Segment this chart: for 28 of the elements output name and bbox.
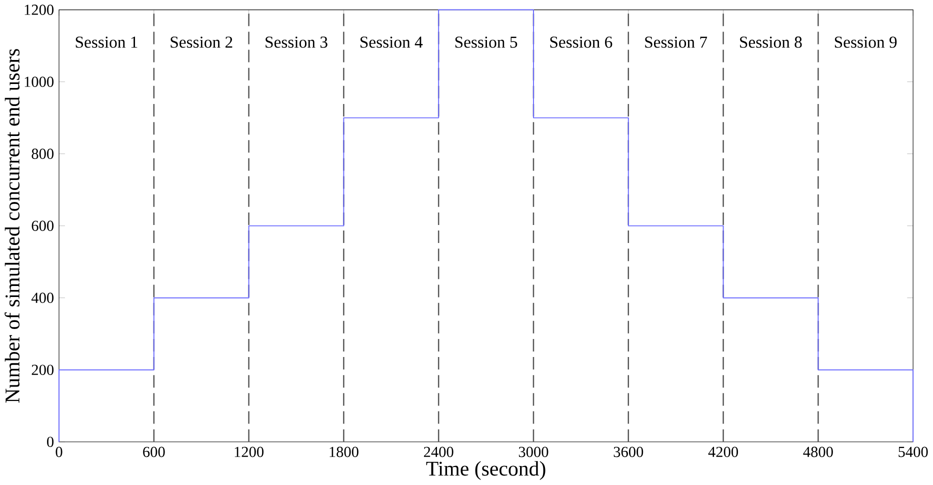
annotation: Session 6 <box>550 36 612 48</box>
annotation: Session 3 <box>266 36 328 48</box>
y-axis-title: Number of simulated concurrent end users <box>4 49 20 403</box>
x-tick-label: 2400 <box>424 446 454 458</box>
x-tick-label: 4200 <box>708 446 738 458</box>
y-tick-label: 0 <box>47 436 54 448</box>
annotation: Session 9 <box>834 36 897 48</box>
y-tick-label: 1000 <box>24 76 54 88</box>
y-tick-label: 800 <box>32 148 54 160</box>
y-tick-label: 1200 <box>24 4 54 16</box>
x-tick-label: 0 <box>56 446 62 458</box>
x-tick-label: 1800 <box>330 446 358 458</box>
x-tick-label: 4800 <box>803 446 833 458</box>
x-tick-label: 1200 <box>234 446 264 458</box>
annotation: Session 7 <box>645 36 708 48</box>
x-tick-label: 5400 <box>898 446 928 458</box>
annotation: Session 5 <box>455 36 518 48</box>
annotation: Session 1 <box>76 36 138 48</box>
x-tick-label: 600 <box>143 446 165 458</box>
annotation: Session 8 <box>740 36 802 48</box>
x-tick-label: 3000 <box>518 446 548 458</box>
x-axis-title: Time (second) <box>426 461 546 480</box>
annotation: Session 4 <box>360 36 423 48</box>
y-tick-label: 400 <box>31 292 54 304</box>
y-tick-label: 600 <box>32 220 54 232</box>
y-tick-label: 200 <box>32 364 54 376</box>
x-tick-label: 3600 <box>614 446 644 458</box>
annotation: Session 2 <box>170 36 232 48</box>
